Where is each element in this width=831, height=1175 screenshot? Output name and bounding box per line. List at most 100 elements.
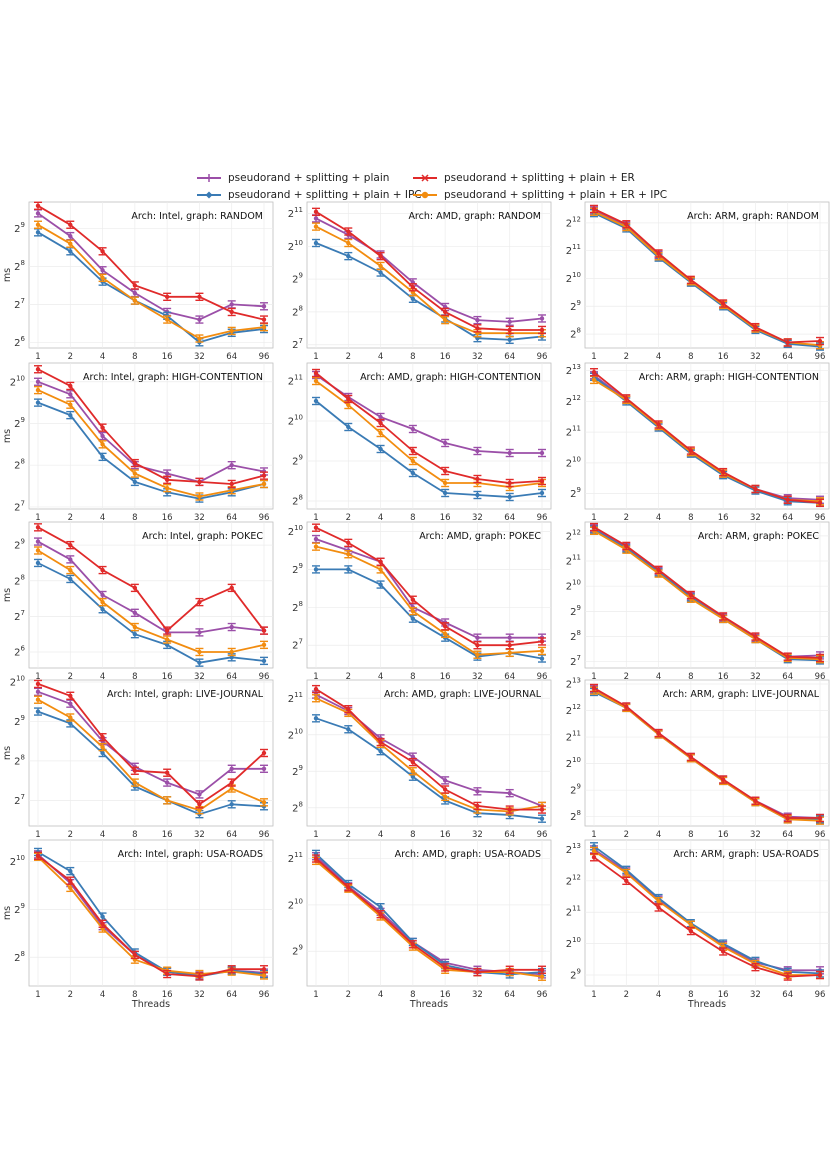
data-point-plain-er bbox=[624, 543, 629, 549]
x-tick-label: 1 bbox=[35, 830, 40, 840]
chart-title: Arch: ARM, graph: USA-ROADS bbox=[673, 849, 819, 860]
data-point-plain-er-ipc bbox=[410, 608, 416, 614]
data-point-plain-ipc bbox=[132, 631, 138, 637]
y-tick-exponent: 8 bbox=[299, 494, 303, 502]
data-point-plain-er-ipc bbox=[624, 870, 629, 876]
series-line-plain-er bbox=[37, 205, 265, 321]
data-point-plain-er-ipc bbox=[346, 240, 351, 246]
chart-title: Arch: Intel, graph: RANDOM bbox=[131, 211, 263, 222]
data-point-plain bbox=[164, 471, 170, 476]
data-point-plain bbox=[378, 414, 383, 420]
data-point-plain-er-ipc bbox=[442, 631, 448, 637]
data-point-plain bbox=[68, 233, 73, 239]
data-point-plain-er bbox=[132, 283, 138, 288]
data-point-plain bbox=[475, 317, 480, 323]
x-tick-label: 64 bbox=[504, 513, 515, 523]
plot-frame bbox=[306, 201, 552, 349]
y-tick-exponent: 8 bbox=[299, 800, 303, 808]
data-point-plain bbox=[475, 789, 480, 794]
y-tick-label: 211 bbox=[566, 905, 581, 919]
y-tick-exponent: 9 bbox=[21, 714, 25, 722]
data-point-plain-er bbox=[197, 599, 202, 605]
data-point-plain-ipc bbox=[475, 492, 480, 498]
x-tick-label: 1 bbox=[591, 830, 596, 840]
y-tick-label: 28 bbox=[14, 950, 25, 964]
x-tick-label: 16 bbox=[718, 352, 729, 362]
data-point-plain-er-ipc bbox=[197, 336, 202, 341]
y-tick-label: 28 bbox=[570, 629, 581, 643]
x-tick-label: 32 bbox=[194, 672, 205, 682]
series-line-plain-ipc bbox=[37, 562, 265, 664]
chart-title: Arch: AMD, graph: LIVE-JOURNAL bbox=[384, 689, 542, 700]
y-tick-exponent: 10 bbox=[16, 854, 25, 862]
x-tick-label: 96 bbox=[259, 990, 270, 1000]
series-line-plain-er bbox=[593, 371, 821, 504]
y-tick-label: 29 bbox=[292, 454, 303, 468]
data-point-plain-er-ipc bbox=[410, 458, 416, 464]
y-tick-label: 211 bbox=[288, 691, 303, 705]
data-point-plain-er bbox=[475, 476, 480, 482]
x-tick-label: 96 bbox=[259, 672, 270, 682]
data-point-plain-ipc bbox=[100, 750, 105, 756]
x-tick-label: 64 bbox=[782, 830, 793, 840]
series-line-plain-ipc bbox=[37, 710, 265, 816]
data-point-plain-ipc bbox=[410, 774, 416, 779]
y-tick-exponent: 12 bbox=[572, 873, 581, 881]
data-point-plain-er bbox=[378, 911, 383, 917]
data-point-plain-er bbox=[410, 448, 416, 454]
series-line-plain-er-ipc bbox=[315, 697, 543, 813]
data-point-plain-ipc bbox=[378, 905, 383, 910]
chart-title: Arch: Intel, graph: HIGH-CONTENTION bbox=[83, 372, 263, 383]
y-tick-label: 212 bbox=[566, 873, 581, 887]
plot-frame bbox=[306, 679, 552, 827]
data-point-plain-er bbox=[261, 967, 267, 972]
data-point-plain-er bbox=[591, 855, 597, 860]
data-point-plain-er bbox=[753, 634, 758, 639]
y-tick-label: 26 bbox=[14, 644, 25, 658]
data-point-plain-ipc bbox=[346, 567, 351, 572]
data-point-plain bbox=[68, 392, 73, 397]
data-point-plain-ipc bbox=[68, 721, 73, 726]
y-tick-exponent: 11 bbox=[294, 374, 303, 382]
series-line-plain bbox=[37, 690, 264, 796]
x-tick-label: 8 bbox=[688, 990, 693, 1000]
data-point-plain-er bbox=[132, 460, 138, 466]
x-tick-label: 64 bbox=[504, 672, 515, 682]
y-tick-exponent: 9 bbox=[577, 968, 581, 976]
series-line-plain-er bbox=[593, 687, 820, 819]
chart-panel: 27 28 29 210 1 2 4 8 16 32 64 96 Arch: AMD, graph: P… bbox=[288, 521, 552, 682]
data-point-plain-er bbox=[100, 249, 105, 254]
y-tick-label: 212 bbox=[566, 703, 581, 717]
data-point-plain-er bbox=[591, 206, 597, 212]
x-tick-label: 1 bbox=[313, 513, 318, 523]
x-tick-label: 8 bbox=[410, 352, 415, 362]
data-point-plain-er bbox=[378, 739, 383, 745]
data-point-plain-er bbox=[346, 540, 351, 546]
x-tick-label: 2 bbox=[68, 990, 73, 1000]
data-point-plain-er bbox=[346, 707, 351, 712]
data-point-plain-ipc bbox=[229, 802, 234, 807]
x-tick-label: 64 bbox=[226, 352, 237, 362]
y-tick-exponent: 9 bbox=[299, 764, 303, 772]
data-point-plain-er-ipc bbox=[591, 848, 597, 854]
data-point-plain-er bbox=[785, 340, 790, 345]
x-tick-label: 16 bbox=[718, 830, 729, 840]
y-tick-label: 210 bbox=[10, 374, 25, 388]
data-point-plain bbox=[229, 766, 234, 771]
x-tick-label: 2 bbox=[624, 990, 629, 1000]
x-tick-label: 4 bbox=[656, 990, 661, 1000]
y-tick-exponent: 13 bbox=[572, 363, 581, 371]
x-tick-label: 1 bbox=[591, 352, 596, 362]
data-point-plain-er bbox=[624, 222, 629, 227]
y-tick-exponent: 13 bbox=[572, 842, 581, 850]
data-point-plain bbox=[475, 635, 480, 640]
y-axis-label: ms bbox=[2, 268, 13, 282]
data-point-plain bbox=[197, 792, 202, 797]
data-point-plain-er bbox=[378, 559, 383, 565]
x-tick-label: 8 bbox=[410, 990, 415, 1000]
chart-title: Arch: ARM, graph: LIVE-JOURNAL bbox=[663, 689, 820, 700]
data-point-plain-er bbox=[688, 448, 694, 453]
y-tick-label: 29 bbox=[292, 944, 303, 958]
x-tick-label: 96 bbox=[259, 830, 270, 840]
data-point-plain-ipc bbox=[164, 642, 170, 648]
